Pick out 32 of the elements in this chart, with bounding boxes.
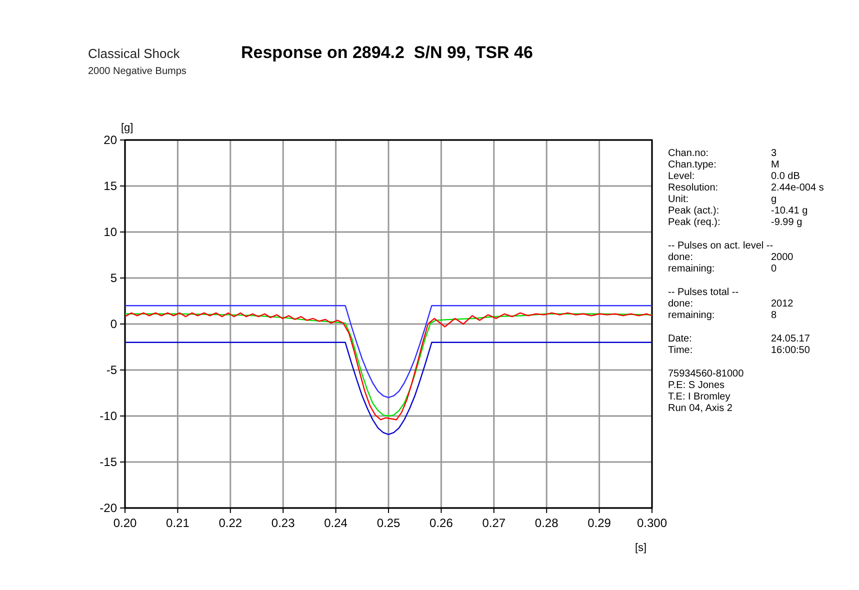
y-tick-label: 15 (104, 179, 118, 194)
x-tick-label: 0.25 (376, 516, 400, 530)
x-tick-label: 0.29 (588, 516, 612, 530)
y-tick-label: -5 (106, 363, 118, 378)
x-tick-label: 0.21 (166, 516, 190, 530)
y-tick-label: -20 (100, 501, 118, 516)
x-tick-label: 0.20 (113, 516, 137, 530)
y-tick-label: 0 (110, 317, 118, 332)
x-tick-label: 0.26 (430, 516, 454, 530)
y-tick-label: 20 (104, 133, 118, 148)
chart-subtitle: Classical Shock (88, 46, 180, 61)
x-tick-label: 0.24 (324, 516, 348, 530)
y-tick-label: 5 (110, 271, 118, 286)
line-series (125, 342, 652, 435)
y-tick-label: -10 (100, 409, 118, 424)
chart-title: Response on 2894.2 S/N 99, TSR 46 (241, 43, 533, 62)
x-axis-title: [s] (635, 542, 647, 554)
x-tick-label: 0.300 (636, 516, 668, 530)
x-tick-label: 0.28 (534, 516, 559, 530)
x-tick-label: 0.23 (271, 516, 296, 530)
text: -- Pulses total -- done: 2012 remaining: 8 (668, 287, 794, 321)
text: Chan.no: 3 Chan.type: M Level: 0.0 dB Resolution: 2.44e-004 s Unit: g Peak (act.): -10.41 g Peak (req.): -9.99 g (668, 148, 824, 228)
x-tick-label: 0.27 (482, 516, 506, 530)
text: Date: 24.05.17 Time: 16:00:50 (668, 334, 810, 356)
y-axis-title: [g] (121, 122, 134, 134)
y-tick-label: 10 (104, 225, 118, 240)
text: 75934560-81000 P.E: S Jones T.E: I Bromley Run 04, Axis 2 (668, 368, 744, 414)
line-series (125, 305, 652, 398)
text: 2000 Negative Bumps (88, 66, 186, 77)
x-tick-label: 0.22 (218, 516, 242, 530)
text: -- Pulses on act. level -- done: 2000 remaining: 0 (668, 240, 794, 274)
y-tick-label: -15 (100, 455, 118, 470)
